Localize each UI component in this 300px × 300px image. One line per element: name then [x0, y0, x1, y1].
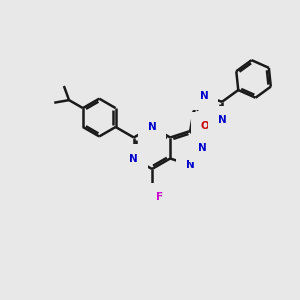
Text: N: N [218, 115, 226, 125]
Text: N: N [198, 143, 207, 153]
Text: F: F [157, 193, 164, 202]
Text: N: N [148, 122, 156, 132]
Text: F: F [148, 195, 156, 205]
Text: N: N [200, 91, 209, 101]
Text: O: O [200, 121, 209, 131]
Text: N: N [129, 154, 138, 164]
Text: F: F [140, 193, 148, 202]
Text: N: N [186, 160, 194, 170]
